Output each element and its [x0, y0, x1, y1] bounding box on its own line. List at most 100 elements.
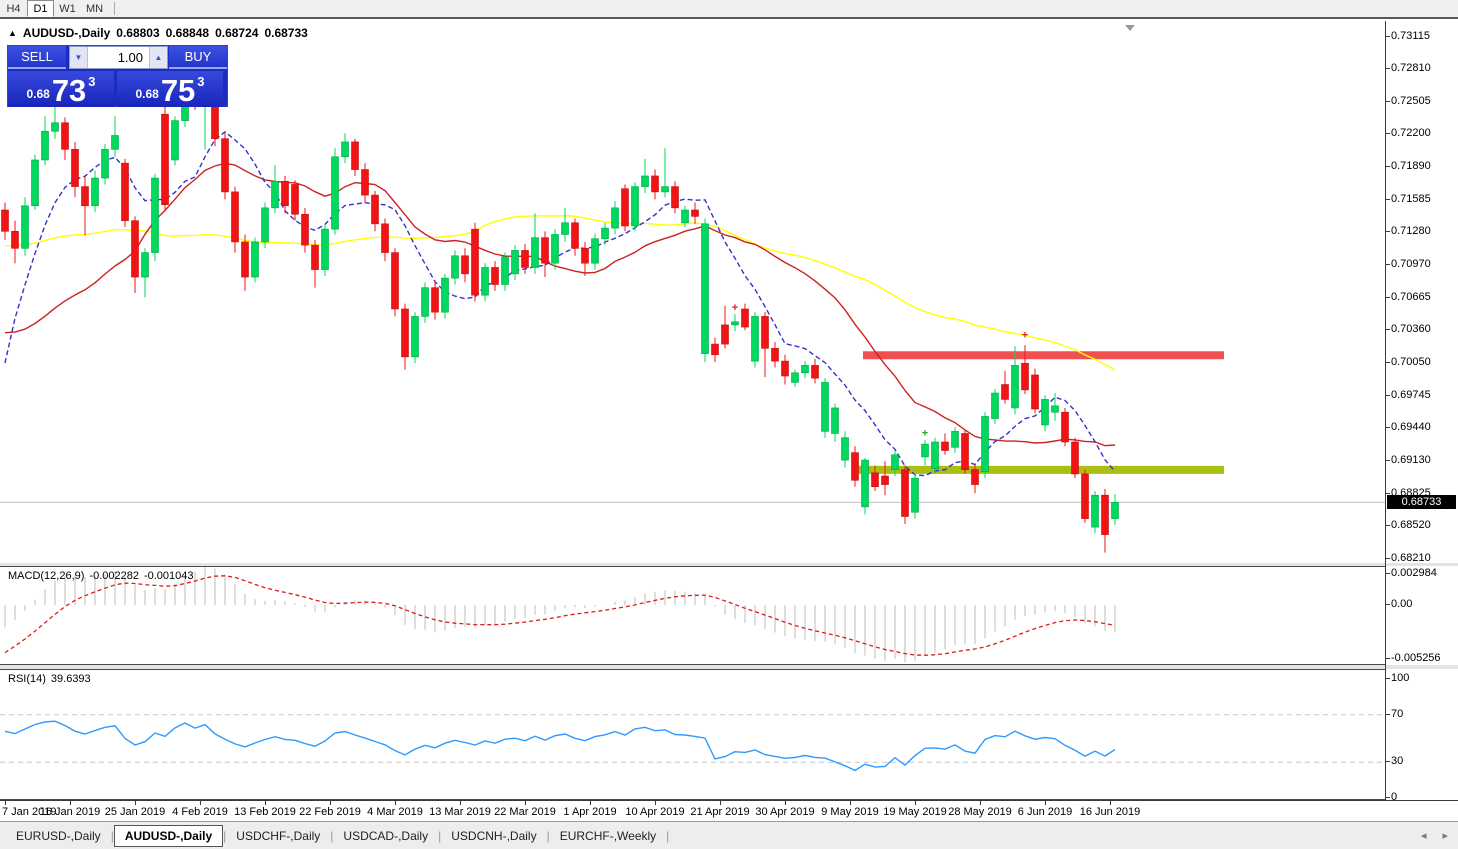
- bear-candle[interactable]: [431, 280, 439, 320]
- bear-candle[interactable]: [1101, 488, 1109, 553]
- buy-price-tile[interactable]: 0.68 75 3: [117, 71, 223, 107]
- bull-candle[interactable]: [551, 229, 559, 270]
- bull-candle[interactable]: [701, 218, 709, 363]
- bull-candle[interactable]: [481, 263, 489, 302]
- bear-candle[interactable]: [471, 222, 479, 302]
- bull-candle[interactable]: [141, 248, 149, 298]
- bear-candle[interactable]: [941, 433, 949, 455]
- bull-candle[interactable]: [911, 473, 919, 519]
- bull-candle[interactable]: [91, 170, 99, 213]
- bear-candle[interactable]: [901, 465, 909, 524]
- bull-candle[interactable]: [501, 252, 509, 291]
- bull-candle[interactable]: [641, 158, 649, 193]
- bear-candle[interactable]: [691, 202, 699, 224]
- bear-candle[interactable]: [1061, 407, 1069, 447]
- bear-candle[interactable]: [311, 239, 319, 288]
- bear-candle[interactable]: [401, 303, 409, 370]
- bear-candle[interactable]: [491, 261, 499, 291]
- bear-candle[interactable]: [301, 207, 309, 253]
- bull-candle[interactable]: [831, 403, 839, 442]
- bull-candle[interactable]: [951, 427, 959, 453]
- bull-candle[interactable]: [1051, 393, 1059, 421]
- bull-candle[interactable]: [561, 207, 569, 242]
- bear-candle[interactable]: [541, 231, 549, 278]
- bull-candle[interactable]: [451, 250, 459, 285]
- rsi-chart[interactable]: [0, 670, 1385, 799]
- bull-candle[interactable]: [601, 222, 609, 246]
- bear-candle[interactable]: [881, 461, 889, 496]
- bull-candle[interactable]: [611, 201, 619, 235]
- bear-candle[interactable]: [961, 429, 969, 474]
- chart-tab-usdcnh[interactable]: USDCNH-,Daily: [451, 828, 537, 843]
- support-line[interactable]: [855, 465, 1224, 474]
- bear-candle[interactable]: [371, 190, 379, 232]
- bear-candle[interactable]: [521, 244, 529, 274]
- pane-divider[interactable]: [0, 665, 1458, 669]
- bear-candle[interactable]: [761, 312, 769, 378]
- price-chart-pane[interactable]: + + + +: [0, 21, 1385, 563]
- bull-candle[interactable]: [991, 388, 999, 424]
- rsi-indicator-pane[interactable]: [0, 669, 1385, 800]
- bull-candle[interactable]: [101, 144, 109, 185]
- bull-candle[interactable]: [591, 233, 599, 270]
- chart-tab-usdchf[interactable]: USDCHF-,Daily: [236, 828, 321, 843]
- bear-candle[interactable]: [71, 141, 79, 198]
- bull-candle[interactable]: [251, 237, 259, 283]
- bull-candle[interactable]: [801, 361, 809, 379]
- timeframe-tab-d1[interactable]: D1: [27, 0, 54, 17]
- bull-candle[interactable]: [1091, 490, 1099, 534]
- timeframe-tab-mn[interactable]: MN: [86, 2, 104, 15]
- bear-candle[interactable]: [871, 465, 879, 491]
- bull-candle[interactable]: [751, 312, 759, 368]
- bull-candle[interactable]: [261, 202, 269, 249]
- bear-candle[interactable]: [741, 303, 749, 331]
- bear-candle[interactable]: [1001, 370, 1009, 404]
- candlestick-chart[interactable]: + + + +: [0, 21, 1385, 563]
- bull-candle[interactable]: [1011, 346, 1019, 415]
- sell-price-tile[interactable]: 0.68 73 3: [8, 71, 114, 107]
- bear-candle[interactable]: [361, 163, 369, 203]
- bear-candle[interactable]: [351, 138, 359, 176]
- bull-candle[interactable]: [661, 148, 669, 198]
- bear-candle[interactable]: [231, 186, 239, 253]
- bull-candle[interactable]: [111, 116, 119, 157]
- bull-candle[interactable]: [41, 116, 49, 166]
- bull-candle[interactable]: [331, 148, 339, 235]
- bull-candle[interactable]: [511, 245, 519, 281]
- bull-candle[interactable]: [861, 457, 869, 515]
- bull-candle[interactable]: [631, 182, 639, 232]
- bear-candle[interactable]: [771, 341, 779, 368]
- bear-candle[interactable]: [711, 337, 719, 363]
- pane-divider[interactable]: [0, 563, 1458, 566]
- bear-candle[interactable]: [241, 234, 249, 291]
- chart-tab-usdcad[interactable]: USDCAD-,Daily: [343, 828, 429, 843]
- bull-candle[interactable]: [791, 369, 799, 387]
- tabs-scroll-right-icon[interactable]: ▸: [1442, 830, 1448, 842]
- bear-candle[interactable]: [281, 175, 289, 214]
- bull-candle[interactable]: [531, 213, 539, 274]
- timeframe-tab-h4[interactable]: H4: [6, 2, 21, 15]
- sell-button[interactable]: SELL: [8, 46, 66, 69]
- macd-chart[interactable]: [0, 567, 1385, 664]
- bear-candle[interactable]: [781, 354, 789, 385]
- bear-candle[interactable]: [971, 463, 979, 494]
- bull-candle[interactable]: [341, 133, 349, 164]
- bear-candle[interactable]: [121, 158, 129, 228]
- macd-indicator-pane[interactable]: [0, 566, 1385, 665]
- bull-candle[interactable]: [841, 431, 849, 468]
- chart-tab-eurchf[interactable]: EURCHF-,Weekly: [559, 828, 657, 843]
- bull-candle[interactable]: [441, 273, 449, 319]
- tabs-scroll-left-icon[interactable]: ◂: [1420, 830, 1427, 842]
- bull-candle[interactable]: [731, 314, 739, 332]
- bear-candle[interactable]: [721, 305, 729, 349]
- date-axis[interactable]: 7 Jan 2019 16 Jan 2019 25 Jan 2019 4 Feb 20…: [0, 800, 1458, 821]
- volume-increase-button[interactable]: ▲: [149, 47, 167, 68]
- bull-candle[interactable]: [271, 165, 279, 214]
- timeframe-tab-w1[interactable]: W1: [59, 2, 76, 15]
- bear-candle[interactable]: [1081, 469, 1089, 523]
- bull-candle[interactable]: [411, 312, 419, 364]
- bear-candle[interactable]: [221, 131, 229, 200]
- bear-candle[interactable]: [81, 175, 89, 236]
- bear-candle[interactable]: [291, 180, 299, 221]
- bull-candle[interactable]: [921, 439, 929, 466]
